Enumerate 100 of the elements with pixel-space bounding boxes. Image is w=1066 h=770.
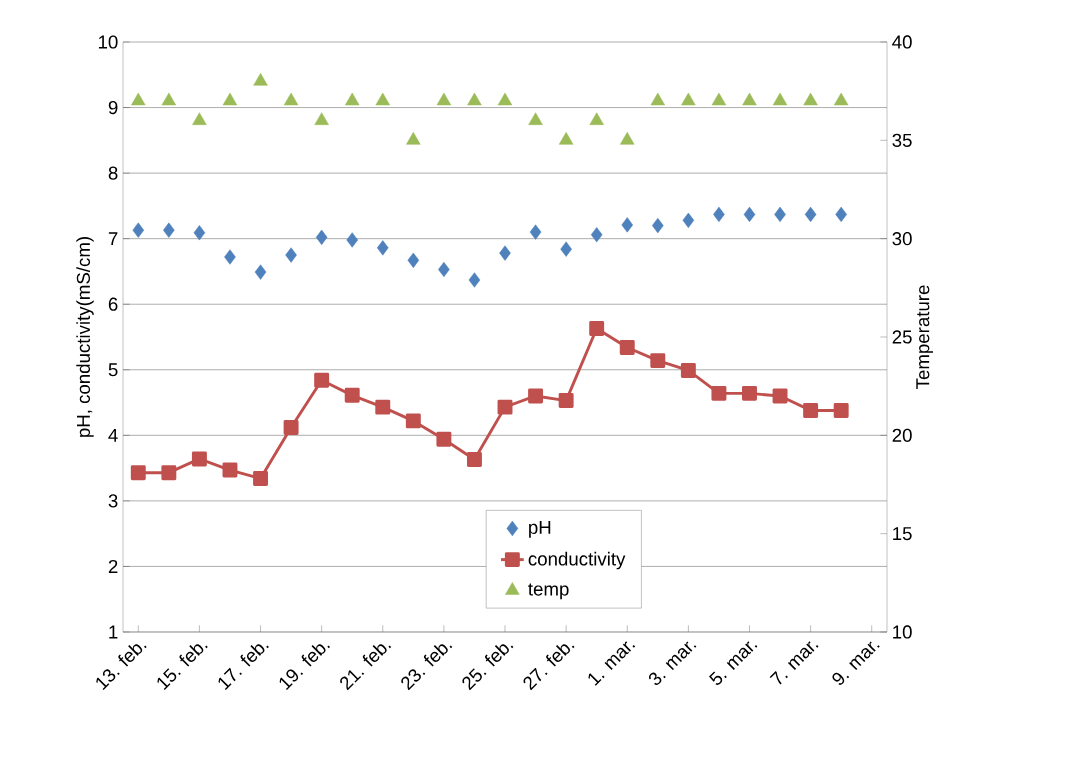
point	[254, 264, 267, 280]
x-tick-label: 3. mar.	[648, 641, 697, 685]
point	[650, 92, 665, 106]
point	[344, 387, 360, 403]
point	[713, 206, 725, 223]
x-tick-label: 25. feb.	[462, 644, 514, 691]
y2-tick-label: 40	[892, 35, 912, 49]
legend-label: temp	[528, 583, 569, 600]
legend-label: conductivity	[528, 551, 626, 570]
point	[405, 413, 421, 429]
point	[558, 132, 574, 145]
point	[377, 240, 389, 256]
point	[682, 212, 695, 228]
point	[192, 112, 207, 125]
y-tick-label: 1	[109, 625, 118, 639]
point	[345, 92, 360, 106]
x-tick-label: 9. mar.	[832, 641, 880, 685]
y-tick-label: 9	[108, 100, 118, 115]
point	[835, 206, 847, 223]
point	[590, 227, 603, 243]
x-tick-label: 19. feb.	[279, 644, 330, 690]
point	[436, 431, 452, 447]
point	[528, 112, 543, 125]
point	[742, 385, 757, 401]
point	[743, 206, 756, 223]
point	[314, 372, 330, 388]
point	[652, 217, 664, 234]
point	[650, 353, 666, 369]
point	[222, 462, 238, 478]
x-tick-label: 23. feb.	[401, 644, 453, 691]
y-tick-label: 5	[108, 363, 118, 377]
point	[619, 340, 635, 355]
point	[466, 452, 482, 468]
y2-tick-label: 25	[892, 330, 912, 344]
point	[742, 92, 757, 106]
point	[497, 399, 513, 415]
point	[589, 112, 604, 125]
point	[191, 451, 207, 467]
point	[346, 232, 358, 248]
point	[283, 419, 299, 435]
y-tick-label: 6	[108, 297, 118, 311]
point	[589, 321, 605, 336]
point	[130, 465, 146, 481]
point	[803, 92, 818, 106]
x-tick-label: 7. mar.	[769, 641, 819, 685]
point	[285, 247, 297, 263]
point	[315, 229, 328, 245]
x-tick-label: 21. feb.	[340, 644, 392, 691]
point	[224, 249, 236, 265]
y2-tick-label: 20	[892, 428, 912, 442]
point	[499, 245, 511, 261]
y2-tick-label: 35	[892, 133, 912, 147]
point	[560, 241, 572, 257]
point	[803, 402, 819, 418]
y2-tick-label: 10	[893, 625, 912, 639]
y-axis-title: pH, conductivity(mS/cm)	[76, 237, 94, 437]
point	[621, 217, 634, 233]
legend-label: pH	[529, 521, 551, 538]
point	[833, 402, 849, 418]
y2-axis-title: Temperature	[916, 285, 934, 389]
point	[375, 399, 391, 415]
y-tick-label: 2	[108, 559, 118, 573]
point	[193, 225, 206, 241]
point	[529, 224, 542, 240]
point	[253, 73, 268, 86]
point	[774, 206, 786, 223]
point	[772, 388, 788, 404]
point	[833, 92, 849, 106]
point	[222, 92, 238, 106]
point	[804, 206, 817, 223]
y2-tick-label: 30	[892, 232, 912, 246]
point	[163, 222, 175, 238]
y-tick-label: 4	[108, 428, 118, 442]
point	[438, 261, 450, 278]
y-tick-label: 8	[108, 166, 118, 180]
point	[406, 132, 421, 145]
point	[680, 362, 696, 378]
point	[407, 252, 420, 268]
point	[132, 222, 145, 238]
point	[467, 92, 482, 106]
point	[131, 92, 146, 106]
point	[558, 393, 574, 409]
point	[497, 92, 513, 106]
x-tick-label: 27. feb.	[523, 644, 575, 691]
x-tick-label: 17. feb.	[218, 644, 269, 690]
point	[681, 92, 696, 106]
point	[772, 92, 788, 106]
x-tick-label: 13. feb.	[96, 644, 147, 690]
point	[314, 112, 329, 125]
x-tick-label: 15. feb.	[157, 644, 208, 690]
point	[620, 132, 635, 145]
point	[161, 92, 177, 106]
point	[283, 92, 299, 106]
point	[711, 385, 727, 401]
y-tick-label: 10	[98, 35, 118, 49]
y-tick-label: 3	[108, 494, 118, 508]
y2-tick-label: 15	[893, 527, 912, 541]
point	[468, 272, 481, 288]
y-tick-label: 7	[108, 232, 118, 246]
point	[253, 471, 268, 487]
